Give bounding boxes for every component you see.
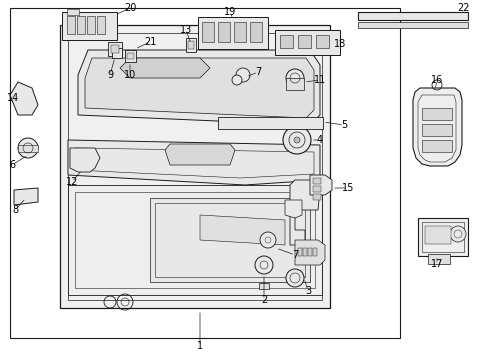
Bar bbox=[312, 194, 320, 200]
Bar bbox=[67, 16, 75, 34]
Polygon shape bbox=[14, 188, 38, 205]
Circle shape bbox=[285, 69, 304, 87]
Bar bbox=[357, 22, 467, 28]
Bar bbox=[198, 17, 267, 49]
Circle shape bbox=[260, 232, 275, 248]
Bar bbox=[67, 9, 79, 15]
Bar bbox=[357, 12, 467, 20]
Circle shape bbox=[18, 138, 38, 158]
Bar bbox=[312, 186, 320, 192]
Circle shape bbox=[231, 75, 242, 85]
Bar bbox=[249, 22, 262, 42]
Polygon shape bbox=[112, 48, 122, 58]
Bar bbox=[218, 22, 229, 42]
Bar bbox=[97, 16, 105, 34]
Text: 5: 5 bbox=[340, 120, 346, 130]
Bar bbox=[312, 178, 320, 184]
Text: 1: 1 bbox=[197, 341, 203, 351]
Text: 9: 9 bbox=[107, 70, 113, 80]
Text: 15: 15 bbox=[341, 183, 353, 193]
Bar bbox=[234, 22, 245, 42]
Polygon shape bbox=[150, 198, 309, 282]
Bar bbox=[424, 226, 450, 244]
Text: 12: 12 bbox=[66, 177, 78, 187]
Polygon shape bbox=[10, 82, 38, 115]
Circle shape bbox=[449, 226, 465, 242]
Polygon shape bbox=[164, 144, 235, 165]
Bar bbox=[108, 42, 122, 56]
Polygon shape bbox=[60, 25, 329, 308]
Circle shape bbox=[285, 269, 304, 287]
Bar bbox=[10, 8, 399, 338]
Bar bbox=[303, 248, 306, 256]
Bar bbox=[297, 248, 302, 256]
Polygon shape bbox=[70, 148, 100, 172]
Bar bbox=[87, 16, 95, 34]
Text: 17: 17 bbox=[430, 259, 442, 269]
Text: 7: 7 bbox=[291, 250, 298, 260]
Text: 6: 6 bbox=[9, 160, 15, 170]
Text: 19: 19 bbox=[224, 7, 236, 17]
Text: 11: 11 bbox=[313, 75, 325, 85]
Bar bbox=[297, 35, 310, 48]
Polygon shape bbox=[120, 58, 209, 78]
Bar bbox=[421, 140, 451, 152]
Bar bbox=[187, 41, 194, 49]
Bar bbox=[185, 38, 196, 52]
Bar bbox=[417, 218, 467, 256]
Circle shape bbox=[293, 137, 299, 143]
Text: 4: 4 bbox=[316, 135, 323, 145]
Text: 8: 8 bbox=[12, 205, 18, 215]
Bar bbox=[421, 108, 451, 120]
Polygon shape bbox=[289, 180, 319, 245]
Text: 20: 20 bbox=[123, 3, 136, 13]
Polygon shape bbox=[309, 175, 331, 195]
Bar bbox=[274, 30, 339, 55]
Text: 3: 3 bbox=[305, 286, 310, 296]
Bar bbox=[18, 145, 38, 152]
Bar bbox=[285, 78, 304, 90]
Bar bbox=[202, 22, 214, 42]
Bar bbox=[307, 248, 311, 256]
Bar bbox=[427, 254, 449, 264]
Text: 14: 14 bbox=[7, 93, 19, 103]
Text: 22: 22 bbox=[456, 3, 468, 13]
Text: 13: 13 bbox=[180, 25, 192, 35]
Polygon shape bbox=[200, 215, 285, 245]
Polygon shape bbox=[68, 140, 319, 185]
Bar bbox=[111, 45, 119, 53]
Text: 18: 18 bbox=[333, 39, 346, 49]
Circle shape bbox=[236, 68, 249, 82]
Text: 16: 16 bbox=[430, 75, 442, 85]
Bar bbox=[259, 283, 268, 289]
Bar bbox=[315, 35, 328, 48]
Polygon shape bbox=[125, 50, 136, 62]
Bar bbox=[421, 222, 463, 252]
Circle shape bbox=[283, 126, 310, 154]
Polygon shape bbox=[78, 50, 319, 125]
Bar bbox=[312, 248, 316, 256]
Circle shape bbox=[254, 256, 272, 274]
Polygon shape bbox=[294, 240, 325, 265]
Bar bbox=[280, 35, 292, 48]
Polygon shape bbox=[285, 200, 302, 218]
Bar bbox=[421, 124, 451, 136]
Bar bbox=[77, 16, 85, 34]
Bar bbox=[127, 53, 134, 59]
Text: 10: 10 bbox=[123, 70, 136, 80]
Bar bbox=[218, 117, 323, 129]
Polygon shape bbox=[85, 58, 313, 118]
Text: 21: 21 bbox=[143, 37, 156, 47]
Polygon shape bbox=[68, 185, 321, 295]
Bar bbox=[62, 12, 117, 40]
Polygon shape bbox=[412, 88, 461, 166]
Text: 7: 7 bbox=[254, 67, 261, 77]
Text: 2: 2 bbox=[260, 295, 266, 305]
